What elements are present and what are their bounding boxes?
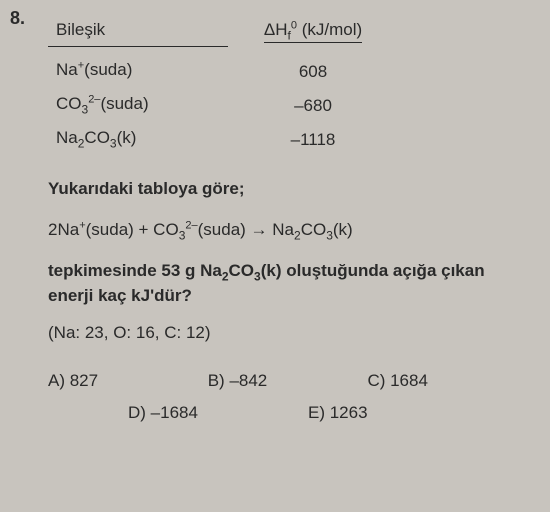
atomic-masses: (Na: 23, O: 16, C: 12) (48, 323, 532, 343)
question-content: Bileşik Na+(suda) CO32–(suda) Na2CO3(k) … (48, 16, 532, 429)
table-row: CO32–(suda) (48, 87, 228, 121)
option-e: E) 1263 (308, 397, 488, 429)
table-header-compound: Bileşik (48, 16, 228, 47)
table-col-enthalpy: ΔHf0 (kJ/mol) 608 –680 –1118 (228, 16, 398, 156)
table-row: Na+(suda) (48, 53, 228, 87)
intro-text: Yukarıdaki tabloya göre; (48, 176, 532, 202)
option-b: B) –842 (208, 365, 368, 397)
question-number: 8. (10, 8, 25, 29)
table-row: –1118 (228, 123, 398, 157)
table-row: –680 (228, 89, 398, 123)
options-container: A) 827 B) –842 C) 1684 D) –1684 E) 1263 (48, 365, 532, 429)
option-d: D) –1684 (128, 397, 308, 429)
table-row: Na2CO3(k) (48, 121, 228, 155)
table-row: 608 (228, 55, 398, 89)
table-col-compound: Bileşik Na+(suda) CO32–(suda) Na2CO3(k) (48, 16, 228, 156)
option-a: A) 827 (48, 365, 208, 397)
data-table: Bileşik Na+(suda) CO32–(suda) Na2CO3(k) … (48, 16, 532, 156)
reaction-equation: 2Na+(suda) + CO32–(suda) → Na2CO3(k) (48, 220, 532, 240)
table-header-enthalpy: ΔHf0 (kJ/mol) (228, 16, 398, 49)
option-c: C) 1684 (367, 365, 527, 397)
question-text: tepkimesinde 53 g Na2CO3(k) oluştuğunda … (48, 258, 532, 309)
